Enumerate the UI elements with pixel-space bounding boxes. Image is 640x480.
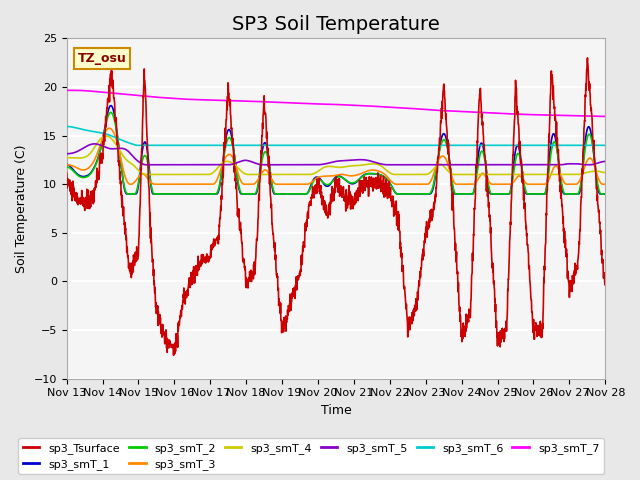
sp3_Tsurface bbox=[586, 90, 594, 96]
sp3_smT_1 bbox=[586, 126, 594, 132]
sp3_smT_3 bbox=[106, 125, 113, 131]
sp3_smT_4 bbox=[102, 133, 110, 139]
sp3_smT_2 bbox=[586, 132, 594, 138]
sp3_smT_1 bbox=[63, 162, 70, 168]
sp3_smT_7 bbox=[324, 101, 332, 107]
sp3_smT_5 bbox=[325, 160, 333, 166]
sp3_smT_6 bbox=[487, 143, 495, 148]
Line: sp3_smT_2: sp3_smT_2 bbox=[67, 112, 605, 194]
Line: sp3_Tsurface: sp3_Tsurface bbox=[67, 58, 605, 355]
sp3_smT_7 bbox=[586, 113, 593, 119]
sp3_smT_4 bbox=[244, 172, 252, 178]
sp3_smT_7 bbox=[602, 113, 609, 119]
sp3_smT_6 bbox=[586, 143, 594, 148]
sp3_smT_4 bbox=[90, 145, 98, 151]
sp3_smT_3 bbox=[126, 181, 134, 187]
sp3_smT_5 bbox=[91, 141, 99, 147]
sp3_smT_5 bbox=[602, 158, 609, 164]
sp3_smT_7 bbox=[487, 110, 495, 116]
sp3_smT_3 bbox=[586, 155, 594, 161]
sp3_smT_5 bbox=[488, 162, 495, 168]
sp3_smT_6 bbox=[586, 143, 593, 148]
X-axis label: Time: Time bbox=[321, 404, 351, 417]
Legend: sp3_Tsurface, sp3_smT_1, sp3_smT_2, sp3_smT_3, sp3_smT_4, sp3_smT_5, sp3_smT_6, : sp3_Tsurface, sp3_smT_1, sp3_smT_2, sp3_… bbox=[19, 438, 604, 474]
sp3_smT_3 bbox=[488, 181, 495, 187]
sp3_smT_1 bbox=[325, 183, 333, 189]
Line: sp3_smT_4: sp3_smT_4 bbox=[67, 136, 605, 175]
sp3_smT_3 bbox=[602, 181, 609, 187]
sp3_smT_2 bbox=[325, 181, 333, 187]
sp3_smT_4 bbox=[602, 169, 609, 175]
sp3_smT_1 bbox=[107, 103, 115, 108]
sp3_smT_6 bbox=[310, 143, 318, 148]
sp3_smT_4 bbox=[325, 164, 333, 169]
sp3_smT_5 bbox=[311, 162, 319, 168]
sp3_Tsurface bbox=[586, 90, 594, 96]
sp3_smT_5 bbox=[90, 141, 98, 147]
sp3_Tsurface bbox=[310, 192, 318, 197]
sp3_smT_2 bbox=[63, 164, 70, 170]
sp3_Tsurface bbox=[170, 352, 177, 358]
sp3_Tsurface bbox=[63, 170, 70, 176]
sp3_smT_3 bbox=[63, 162, 70, 168]
Line: sp3_smT_6: sp3_smT_6 bbox=[67, 127, 605, 145]
sp3_smT_5 bbox=[586, 162, 594, 168]
sp3_smT_3 bbox=[90, 158, 98, 164]
Text: TZ_osu: TZ_osu bbox=[77, 52, 126, 65]
sp3_Tsurface bbox=[584, 55, 591, 61]
sp3_smT_7 bbox=[63, 87, 70, 93]
Y-axis label: Soil Temperature (C): Soil Temperature (C) bbox=[15, 144, 28, 273]
sp3_smT_1 bbox=[488, 191, 495, 197]
sp3_smT_2 bbox=[602, 191, 609, 197]
sp3_smT_4 bbox=[63, 155, 70, 160]
sp3_smT_2 bbox=[90, 165, 98, 171]
sp3_Tsurface bbox=[487, 239, 495, 244]
Title: SP3 Soil Temperature: SP3 Soil Temperature bbox=[232, 15, 440, 34]
sp3_smT_5 bbox=[63, 151, 70, 156]
sp3_smT_4 bbox=[488, 172, 495, 178]
sp3_smT_5 bbox=[586, 162, 594, 168]
sp3_smT_2 bbox=[586, 132, 594, 138]
Line: sp3_smT_5: sp3_smT_5 bbox=[67, 144, 605, 165]
sp3_smT_1 bbox=[394, 191, 401, 197]
sp3_smT_2 bbox=[239, 191, 246, 197]
sp3_smT_1 bbox=[586, 126, 594, 132]
sp3_smT_2 bbox=[488, 191, 495, 197]
sp3_smT_1 bbox=[310, 175, 318, 181]
sp3_Tsurface bbox=[325, 202, 333, 208]
sp3_smT_2 bbox=[311, 177, 319, 182]
sp3_smT_3 bbox=[586, 155, 594, 161]
sp3_smT_4 bbox=[586, 169, 594, 175]
sp3_smT_6 bbox=[325, 143, 333, 148]
sp3_smT_1 bbox=[602, 191, 609, 197]
sp3_smT_3 bbox=[325, 173, 333, 179]
sp3_Tsurface bbox=[602, 280, 609, 286]
sp3_smT_7 bbox=[90, 88, 98, 94]
sp3_smT_6 bbox=[90, 129, 98, 134]
sp3_smT_4 bbox=[586, 169, 594, 175]
sp3_smT_7 bbox=[586, 113, 593, 119]
sp3_smT_5 bbox=[142, 162, 150, 168]
sp3_smT_6 bbox=[602, 143, 609, 148]
sp3_smT_4 bbox=[311, 170, 319, 176]
sp3_smT_1 bbox=[90, 165, 98, 170]
sp3_smT_6 bbox=[133, 143, 141, 148]
sp3_smT_6 bbox=[63, 124, 70, 130]
Line: sp3_smT_1: sp3_smT_1 bbox=[67, 106, 605, 194]
sp3_smT_7 bbox=[310, 101, 318, 107]
sp3_smT_2 bbox=[107, 109, 115, 115]
sp3_Tsurface bbox=[90, 193, 98, 199]
sp3_smT_3 bbox=[311, 177, 319, 182]
Line: sp3_smT_7: sp3_smT_7 bbox=[67, 90, 605, 116]
Line: sp3_smT_3: sp3_smT_3 bbox=[67, 128, 605, 184]
